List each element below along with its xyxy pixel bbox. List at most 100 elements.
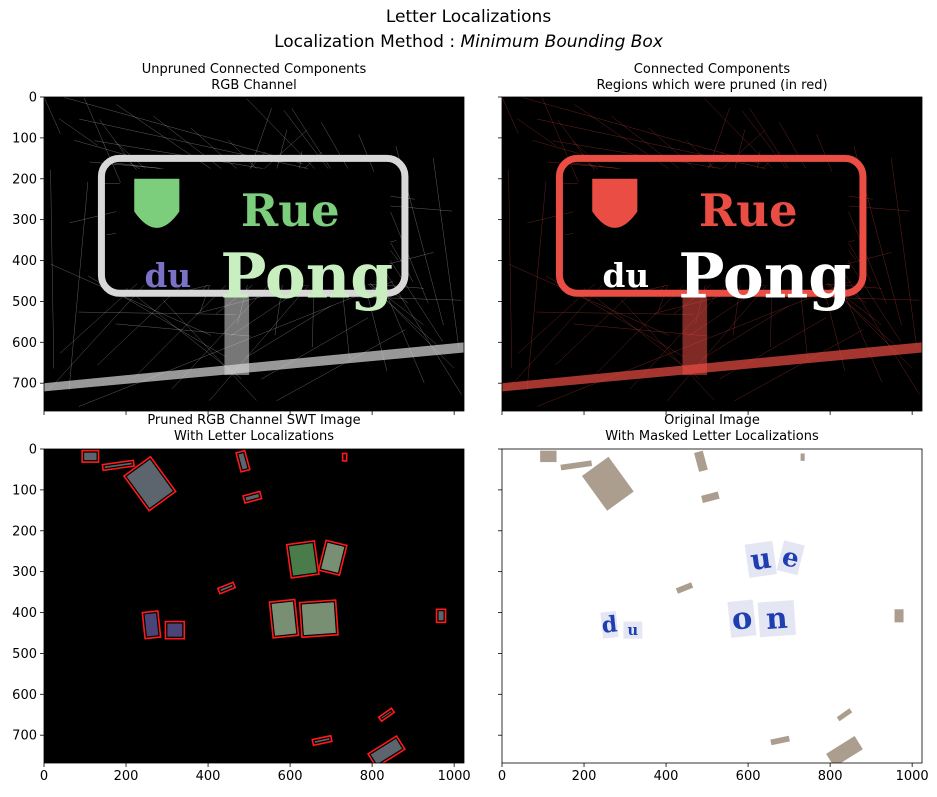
component-edge	[246, 305, 331, 358]
letter-box-10	[298, 599, 339, 639]
bounding-box	[242, 490, 263, 505]
x-tick-label: 0	[498, 769, 506, 784]
mask-patch	[623, 621, 643, 639]
letter-box-1	[560, 460, 593, 471]
letter-fill	[245, 493, 260, 501]
letter-box-12: u	[623, 621, 643, 639]
panel-original-masked: u eo nd u0 200 400 600 800 1000	[498, 448, 929, 784]
y-tick-label: 700	[12, 729, 37, 744]
y-tick-label: 400	[12, 606, 37, 621]
component-edge	[377, 259, 462, 395]
letter-box-13	[435, 608, 447, 624]
y-tick-label: 0	[29, 443, 37, 458]
y-tick-label: 200	[12, 524, 37, 539]
component-edge	[79, 118, 341, 176]
x-tick-label: 0	[40, 769, 48, 784]
panel-swt-boxes: 0 100 200 300 400 500 600 700 0 200 400 600 800 1000	[12, 443, 471, 785]
y-tick-label: 200	[12, 172, 37, 187]
letter-box-4	[701, 491, 720, 504]
panel-4-title-line1: Original Image	[664, 413, 760, 428]
component-edge	[542, 97, 584, 194]
panel-4-title: Original Image With Masked Letter Locali…	[502, 413, 922, 445]
letter-fill	[104, 462, 132, 469]
y-tick-label: 500	[12, 295, 37, 310]
image-content: Rue du Pong	[502, 97, 922, 407]
mask-patch	[694, 450, 708, 472]
masked-letter: u	[748, 541, 773, 578]
bounding-box	[164, 620, 186, 640]
figure-subtitle-prefix: Localization Method :	[274, 32, 461, 52]
letter-fill	[438, 611, 444, 621]
bounding-box	[317, 539, 348, 577]
letter-fill	[271, 601, 297, 636]
mask-patch	[826, 736, 863, 763]
y-tick-label: 0	[29, 91, 37, 106]
x-tick-label: 800	[360, 769, 385, 784]
bounding-box	[122, 455, 177, 512]
letter-fill	[84, 452, 97, 461]
image-content: Rue du Pong	[44, 97, 464, 407]
bounding-box	[377, 707, 396, 723]
post-component	[224, 293, 250, 376]
component-edge	[74, 140, 136, 158]
component-edge	[835, 259, 920, 395]
post-component	[682, 293, 708, 376]
sign-frame	[97, 154, 409, 297]
bounding-box	[101, 459, 135, 472]
axes-frame	[501, 96, 923, 412]
letter-box-6: u	[744, 541, 777, 578]
y-tick-label: 300	[12, 565, 37, 580]
y-tick-label: 300	[12, 213, 37, 228]
image-background	[502, 449, 922, 763]
y-tick-label: 100	[12, 483, 37, 498]
mask-patch	[701, 491, 720, 504]
bounding-box	[311, 734, 333, 747]
letter-fill	[314, 738, 330, 743]
letter-box-12	[164, 620, 186, 640]
x-tick-label: 400	[654, 769, 679, 784]
letter-fill	[321, 542, 345, 573]
mask-patch	[836, 708, 853, 722]
x-tick-label: 400	[196, 769, 221, 784]
sign-word-2: Pong	[678, 240, 851, 312]
letter-box-16	[367, 734, 406, 763]
letter-box-7: e	[776, 540, 805, 576]
component-edge	[64, 97, 303, 164]
sign-word-0: Rue	[241, 184, 340, 237]
masked-letter: e	[779, 542, 802, 575]
mask-patch	[540, 450, 557, 463]
x-tick-label: 600	[278, 769, 303, 784]
x-tick-label: 1000	[438, 769, 471, 784]
figure-subtitle: Localization Method : Minimum Bounding B…	[0, 32, 937, 52]
figure-subtitle-method: Minimum Bounding Box	[460, 32, 663, 52]
letter-fill	[288, 543, 317, 576]
letter-box-2	[581, 456, 634, 511]
panel-3-title-line2: With Letter Localizations	[173, 429, 335, 444]
letter-fill	[238, 453, 248, 470]
component-edge	[358, 134, 429, 304]
bounding-box	[341, 452, 348, 462]
component-edge	[704, 305, 789, 358]
component-edge	[44, 97, 61, 134]
component-edge	[78, 311, 236, 315]
letter-box-1	[101, 459, 135, 472]
letter-box-15	[770, 735, 790, 746]
component-edge	[620, 299, 715, 401]
letter-box-2	[122, 455, 177, 512]
letter-box-3	[235, 449, 251, 473]
bounding-box	[285, 539, 320, 579]
masked-letter: u	[628, 622, 639, 639]
y-tick-label: 500	[12, 647, 37, 662]
bounding-box	[435, 608, 447, 624]
mask-patch	[776, 540, 805, 576]
letter-box-8	[675, 582, 694, 594]
component-edge	[162, 299, 257, 401]
axes-frame	[501, 448, 923, 764]
masked-letter: o	[730, 600, 754, 638]
y-tick-label: 700	[12, 377, 37, 392]
sign-word-1: du	[144, 256, 191, 295]
component-edge	[517, 118, 556, 146]
x-tick-label: 600	[736, 769, 761, 784]
x-tick-label: 200	[114, 769, 139, 784]
